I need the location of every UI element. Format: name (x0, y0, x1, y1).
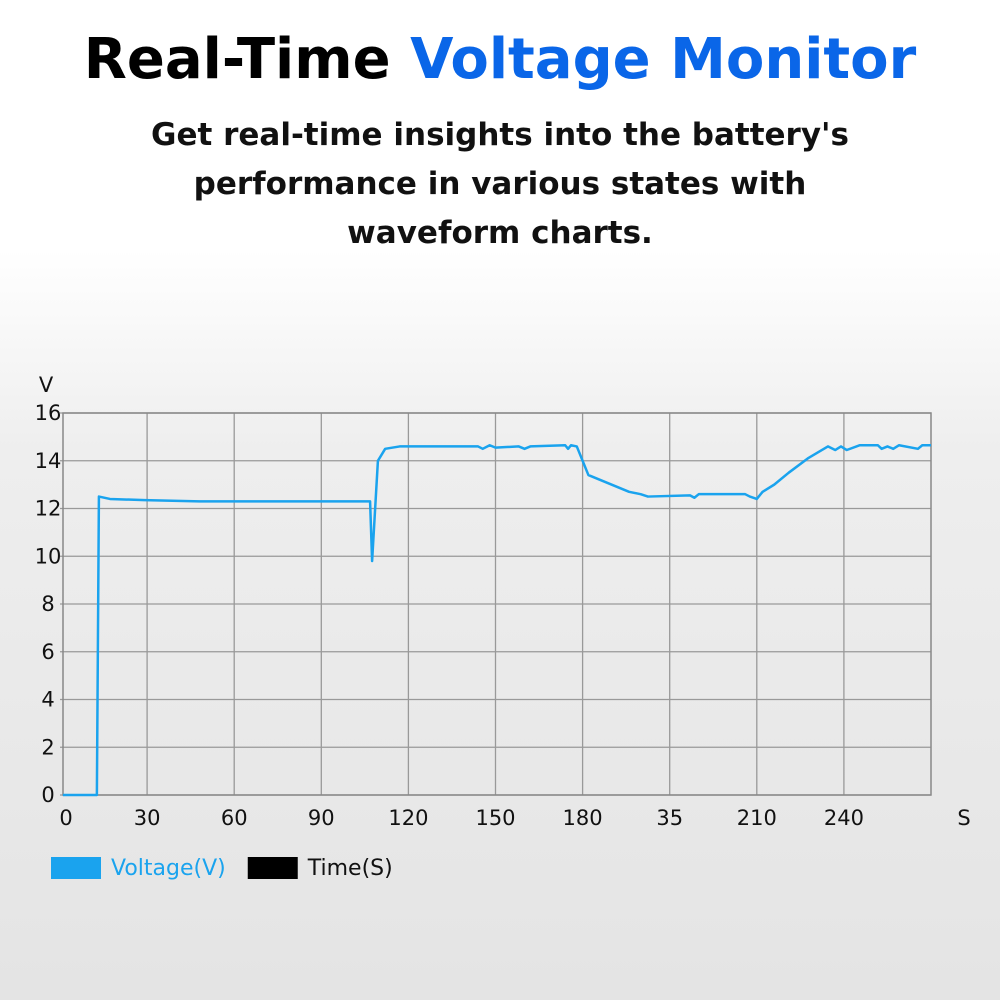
subtitle: waveform charts. (347, 215, 653, 251)
title-highlight: Voltage Monitor (410, 27, 917, 92)
y-tick-label: 12 (35, 497, 62, 521)
legend-label: Voltage(V) (111, 856, 226, 881)
x-tick-label: 90 (308, 806, 335, 830)
subtitle: performance in various states with (194, 166, 807, 202)
x-tick-label: 210 (737, 806, 777, 830)
y-tick-label: 14 (35, 449, 62, 473)
y-tick-label: 16 (35, 401, 62, 425)
x-tick-label: 180 (563, 806, 603, 830)
x-tick-label: 120 (388, 806, 428, 830)
y-tick-label: 0 (41, 783, 54, 807)
subtitle: Get real-time insights into the battery'… (151, 117, 849, 153)
x-tick-label: 60 (221, 806, 248, 830)
y-tick-label: 10 (35, 544, 62, 568)
voltage-line (62, 443, 931, 797)
chart: 0 2 4 6 8 10 12 14 16 0 30 60 90 120 150 180 35 210 240 V S V… (35, 373, 971, 881)
legend-swatch (247, 857, 298, 879)
legend-swatch (51, 857, 101, 879)
x-axis-label: S (957, 806, 970, 830)
x-tick-label: 240 (824, 806, 864, 830)
y-tick-label: 6 (41, 640, 54, 664)
legend-label: Time(S) (307, 856, 393, 881)
title: Real-Time Voltage Monitor (84, 27, 917, 92)
title-plain: Real-Time (84, 27, 391, 92)
y-axis-label: V (39, 373, 54, 397)
x-tick-label: 30 (134, 806, 161, 830)
plot-frame (62, 412, 932, 796)
x-tick-label: 0 (59, 806, 72, 830)
x-tick-label: 150 (475, 806, 515, 830)
y-tick-label: 2 (41, 735, 54, 759)
y-tick-label: 4 (41, 688, 54, 712)
y-tick-label: 8 (41, 592, 54, 616)
x-tick-label: 35 (656, 806, 683, 830)
